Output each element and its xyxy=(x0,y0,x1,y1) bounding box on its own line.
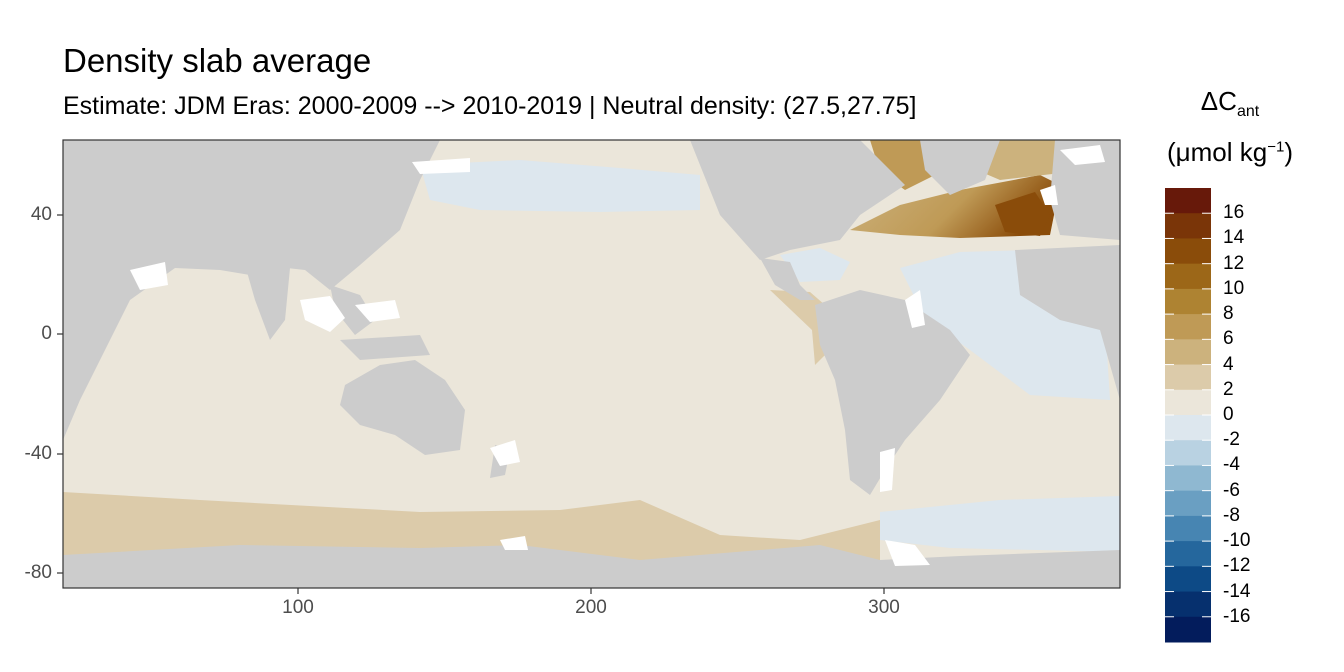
legend-label: 14 xyxy=(1223,227,1245,249)
legend-label: -16 xyxy=(1223,605,1251,627)
chart-subtitle: Estimate: JDM Eras: 2000-2009 --> 2010-2… xyxy=(63,92,917,120)
y-tick-label: -80 xyxy=(24,562,52,583)
legend-label: 0 xyxy=(1223,404,1234,425)
legend-label: -14 xyxy=(1223,580,1251,602)
north-atlantic-core xyxy=(995,192,1050,236)
legend-label: -2 xyxy=(1223,429,1240,451)
caribbean xyxy=(780,248,850,282)
legend-label: -4 xyxy=(1223,454,1240,476)
y-tick-label: 40 xyxy=(30,204,52,225)
legend-swatch xyxy=(1165,415,1211,441)
legend-label: -8 xyxy=(1223,504,1240,526)
legend-label: -10 xyxy=(1223,530,1251,552)
legend-swatch xyxy=(1165,465,1211,492)
legend-unit-text: (μmol kg xyxy=(1167,137,1268,167)
labrador-sea xyxy=(870,140,935,190)
legend-title-sub: ant xyxy=(1236,103,1260,121)
y-tick-label: -40 xyxy=(24,443,52,464)
legend-swatch xyxy=(1165,213,1211,239)
x-tick-label: 200 xyxy=(575,597,607,618)
legend-swatch xyxy=(1165,288,1211,315)
x-tick-label: 100 xyxy=(282,597,314,618)
legend-label: 2 xyxy=(1223,378,1234,400)
legend-swatch xyxy=(1165,616,1211,643)
legend-swatch xyxy=(1165,339,1211,366)
legend-swatch xyxy=(1165,566,1211,593)
legend-ticks xyxy=(1165,212,1211,618)
southern-ocean-band xyxy=(63,492,880,560)
legend-label: -12 xyxy=(1223,555,1251,577)
legend-label: 16 xyxy=(1223,202,1245,224)
axis-ticks xyxy=(57,214,885,594)
missing-data xyxy=(130,145,1105,566)
chart-title: Density slab average xyxy=(63,42,372,79)
legend-swatch xyxy=(1165,364,1211,391)
legend-label: 10 xyxy=(1223,277,1245,299)
land xyxy=(63,140,1120,588)
legend-swatch xyxy=(1165,591,1211,618)
weddell-sea xyxy=(880,496,1120,552)
legend-swatch xyxy=(1165,541,1211,567)
legend-label: 6 xyxy=(1223,328,1234,350)
legend-swatch xyxy=(1165,238,1211,265)
legend-swatch xyxy=(1165,314,1211,340)
legend-unit: (μmol kg−1) xyxy=(1155,137,1305,168)
legend-swatch xyxy=(1165,188,1211,214)
north-pacific-subpolar xyxy=(420,160,700,212)
legend-swatch xyxy=(1165,490,1211,517)
legend-label: -6 xyxy=(1223,479,1240,501)
legend-colorbar xyxy=(1165,188,1211,643)
legend-label: 4 xyxy=(1223,353,1234,375)
legend-swatch xyxy=(1165,263,1211,290)
legend-label: 8 xyxy=(1223,303,1234,325)
legend-swatch xyxy=(1165,440,1211,466)
legend-unit-close: ) xyxy=(1284,137,1293,167)
legend-unit-exp: −1 xyxy=(1267,138,1285,156)
legend-title-main: ΔC xyxy=(1200,86,1237,116)
legend-swatch xyxy=(1165,389,1211,416)
legend-label: 12 xyxy=(1223,252,1245,274)
legend-swatch xyxy=(1165,515,1211,542)
map-panel xyxy=(63,140,1120,588)
y-tick-label: 0 xyxy=(41,323,52,344)
legend-title: ΔCant xyxy=(1155,86,1305,121)
x-tick-label: 300 xyxy=(868,597,900,618)
